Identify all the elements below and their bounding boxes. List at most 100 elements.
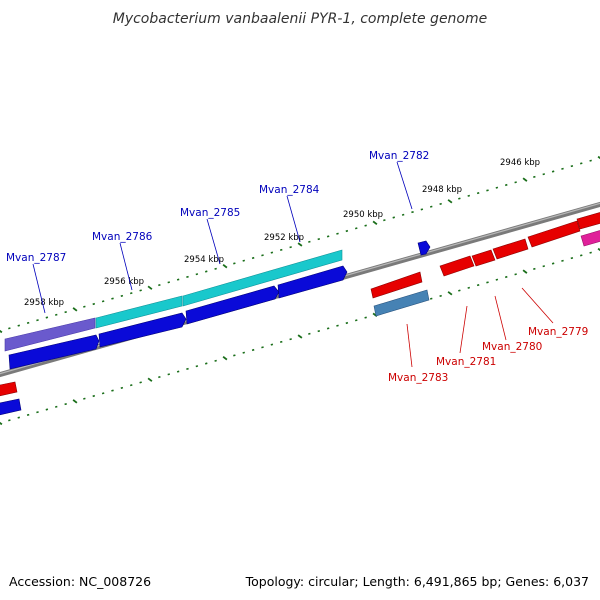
upper-tick-row [0, 155, 600, 334]
minor-tick [83, 397, 86, 400]
minor-tick [195, 273, 199, 276]
minor-tick [195, 365, 199, 368]
major-tick [222, 263, 228, 269]
minor-tick [26, 413, 30, 416]
gene-label-mvan-2785[interactable]: Mvan_2785 [180, 207, 240, 219]
minor-tick [495, 186, 499, 189]
kbp-label-2948: 2948 kbp [422, 185, 462, 195]
gene-label-mvan-2784[interactable]: Mvan_2784 [259, 184, 320, 196]
minor-tick [420, 208, 424, 211]
gene-blue-left-edge[interactable] [0, 398, 22, 416]
minor-tick [354, 319, 358, 322]
minor-tick [570, 165, 574, 168]
major-tick [147, 285, 153, 290]
gene-mvan-2784-blue[interactable] [277, 265, 348, 299]
kbp-label-2954: 2954 kbp [184, 255, 224, 265]
map-canvas: 2946 kbp 2948 kbp 2950 kbp 2952 kbp 2954… [0, 150, 600, 426]
minor-tick [533, 267, 536, 270]
gene-mvan-2785-cyan[interactable] [182, 249, 343, 307]
gene-magenta-edge[interactable] [580, 229, 600, 247]
gene-mvan-2779-red-a[interactable] [492, 238, 529, 260]
major-tick [522, 269, 528, 274]
minor-tick [36, 411, 39, 414]
minor-tick [579, 254, 583, 257]
minor-tick [289, 338, 292, 341]
minor-tick [317, 238, 321, 241]
minor-tick [167, 373, 171, 376]
minor-tick [504, 275, 508, 279]
gene-label-mvan-2781[interactable]: Mvan_2781 [436, 356, 496, 368]
minor-tick [476, 192, 480, 195]
gene-red-edge[interactable] [576, 211, 600, 230]
minor-tick [289, 246, 292, 249]
minor-tick [279, 340, 283, 343]
gene-mvan-2781-red[interactable] [439, 255, 475, 277]
minor-tick [120, 294, 124, 297]
minor-tick [542, 173, 546, 176]
minor-tick [83, 305, 86, 308]
minor-tick [533, 175, 536, 178]
minor-tick [308, 240, 311, 243]
gene-mvan-2780-red[interactable] [471, 249, 496, 267]
minor-tick [214, 267, 217, 270]
minor-tick [579, 162, 583, 165]
minor-tick [345, 321, 349, 325]
minor-tick [176, 278, 180, 281]
gene-label-mvan-2780[interactable]: Mvan_2780 [482, 341, 542, 353]
minor-tick [514, 181, 517, 184]
gene-mvan-2783-red[interactable] [370, 271, 423, 299]
gene-mvan-2787-blue[interactable] [8, 334, 100, 370]
minor-tick [561, 259, 564, 262]
major-tick [372, 220, 378, 226]
minor-tick [120, 386, 124, 389]
minor-tick [336, 324, 339, 327]
minor-tick [458, 197, 461, 200]
major-tick [147, 377, 153, 382]
minor-tick [411, 211, 414, 214]
minor-tick [439, 202, 442, 206]
minor-tick [476, 284, 480, 287]
gene-mvan-2786-blue[interactable] [98, 312, 187, 348]
minor-tick [467, 194, 471, 197]
minor-tick [270, 343, 274, 346]
minor-tick [504, 183, 508, 187]
minor-tick [495, 278, 499, 281]
gene-mvan-2779-red-b[interactable] [527, 220, 581, 248]
minor-tick [139, 289, 142, 292]
minor-tick [308, 332, 311, 335]
minor-tick [92, 394, 96, 398]
minor-tick [251, 348, 255, 352]
major-tick [297, 334, 303, 339]
minor-tick [383, 219, 386, 222]
gene-mvan-2787-purple[interactable] [4, 317, 96, 352]
gene-label-mvan-2782[interactable]: Mvan_2782 [369, 150, 429, 162]
kbp-label-2958: 2958 kbp [24, 298, 64, 308]
minor-tick [589, 159, 592, 162]
minor-tick [45, 316, 49, 319]
minor-tick [17, 416, 21, 419]
minor-tick [317, 330, 321, 333]
minor-tick [270, 251, 274, 254]
minor-tick [542, 265, 546, 268]
minor-tick [429, 205, 433, 208]
minor-tick [101, 300, 105, 303]
minor-tick [570, 257, 574, 260]
minor-tick [486, 189, 489, 192]
gene-label-mvan-2779[interactable]: Mvan_2779 [528, 326, 588, 338]
gene-label-mvan-2783[interactable]: Mvan_2783 [388, 372, 448, 384]
minor-tick [101, 392, 105, 395]
gene-label-mvan-2786[interactable]: Mvan_2786 [92, 231, 153, 243]
minor-tick [111, 297, 114, 300]
gene-mvan-2783-steel[interactable] [373, 289, 430, 317]
gene-mvan-2785-blue[interactable] [185, 285, 280, 325]
gene-mvan-2782-blue[interactable] [417, 240, 431, 256]
minor-tick [186, 367, 189, 370]
minor-tick [251, 256, 255, 260]
gene-mvan-2786-cyan[interactable] [95, 295, 183, 329]
minor-tick [486, 281, 489, 284]
minor-tick [364, 224, 367, 227]
major-tick [447, 199, 453, 204]
accession-text: Accession: NC_008726 [9, 574, 151, 589]
gene-label-mvan-2787[interactable]: Mvan_2787 [6, 252, 66, 264]
gene-red-left-edge[interactable] [0, 381, 18, 397]
